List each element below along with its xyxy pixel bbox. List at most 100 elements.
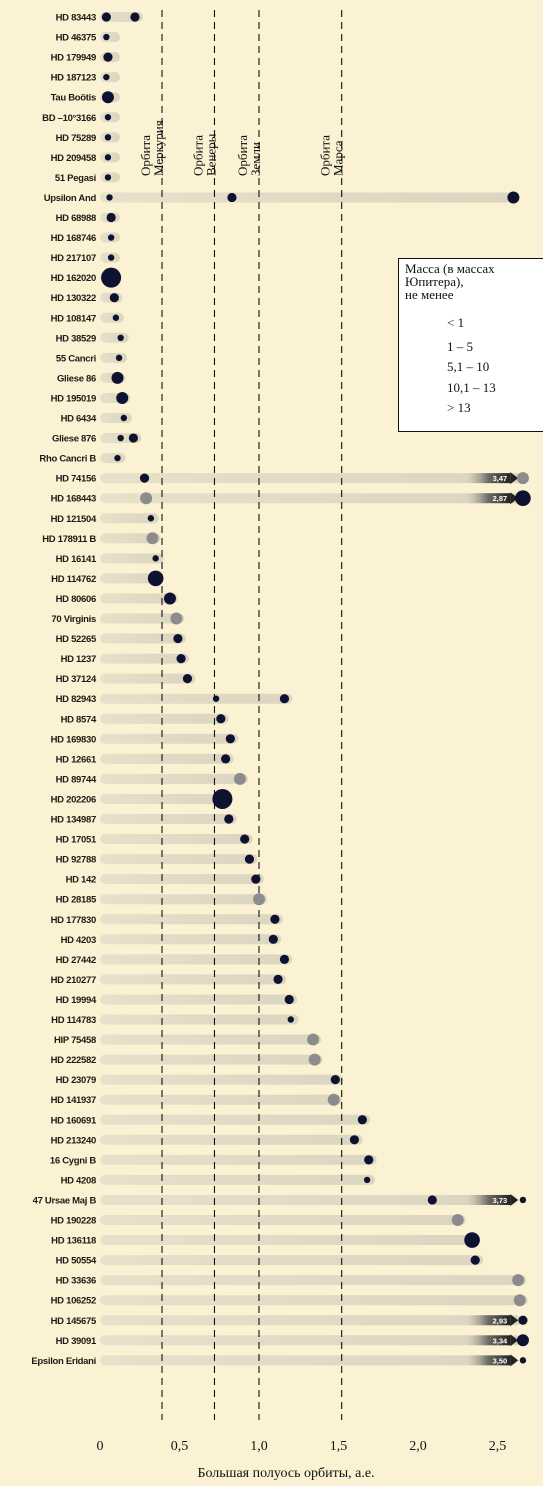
planet-point [363, 1176, 371, 1184]
planet-point [224, 814, 234, 824]
planet-point [103, 33, 110, 41]
star-label: HD 74156 [56, 474, 96, 485]
orbit-band [100, 773, 248, 784]
planet-point [349, 1135, 359, 1145]
planet-point [173, 633, 183, 644]
orbit-band [100, 352, 128, 363]
star-label: HD 213240 [51, 1135, 96, 1146]
star-label: HD 80606 [56, 594, 96, 605]
orbit-band [100, 1174, 376, 1185]
planet-point [216, 714, 226, 724]
orbit-band [100, 753, 234, 764]
star-label: HD 38529 [56, 333, 96, 344]
orbit-band [100, 593, 178, 604]
star-label: HD 169830 [51, 734, 96, 745]
orbit-label-line-2: Венеры [203, 133, 218, 176]
star-label: HD 83443 [56, 13, 96, 24]
x-tick-label: 0 [97, 1439, 104, 1454]
star-label: 47 Ursae Maj B [33, 1195, 97, 1206]
planet-point [128, 433, 138, 443]
planet-point [107, 234, 115, 241]
star-label: HD 39091 [56, 1336, 97, 1347]
orbit-band [100, 1255, 484, 1266]
planet-points [101, 12, 531, 1364]
star-label: HD 160691 [51, 1115, 97, 1126]
x-axis: 0 0,5 1,0 1,5 2,0 2,5 [97, 1439, 507, 1454]
orbit-band [100, 573, 164, 584]
orbit-band [100, 1094, 342, 1105]
star-label: HD 33636 [56, 1276, 96, 1287]
star-label: HD 16141 [56, 554, 97, 565]
orbit-band [100, 1054, 323, 1065]
star-label: HD 142 [66, 875, 96, 886]
continuation-arrow [465, 1335, 511, 1346]
orbit-band [100, 1295, 528, 1306]
orbit-band [100, 1194, 517, 1205]
continuation-arrow [465, 1194, 511, 1205]
planet-point [109, 293, 119, 303]
star-labels: HD 83443 HD 46375 HD 179949 HD 187123 Tau Bo… [31, 13, 97, 1367]
orbit-band [100, 473, 523, 484]
orbit-band [100, 1014, 299, 1025]
orbit-band [100, 312, 124, 323]
planet-point [519, 1357, 527, 1364]
arrow-head [510, 1314, 519, 1327]
planet-point [115, 354, 123, 362]
orbit-label-line-1: Орбита [235, 135, 250, 176]
star-label: HD 50554 [56, 1256, 97, 1267]
star-label: HD 4208 [61, 1175, 96, 1186]
star-label: HD 8574 [61, 714, 97, 725]
star-label: Upsilon And [44, 193, 97, 204]
planet-point [233, 772, 246, 785]
legend: Масса (в массах Юпитера), не менее < 1 1… [398, 258, 543, 432]
star-label: HD 179949 [51, 53, 96, 64]
orbit-band [100, 413, 132, 423]
planet-point [117, 334, 124, 341]
arrow-value-label: 2,87 [493, 494, 508, 503]
orbit-band [100, 533, 161, 544]
planet-point [103, 52, 113, 62]
star-label: HD 46375 [56, 33, 97, 44]
orbit-label-line-1: Орбита [190, 135, 205, 176]
star-label: HD 52265 [56, 634, 97, 645]
star-label: Tau Boötis [51, 93, 96, 104]
continuation-arrow [465, 473, 511, 484]
planet-point [515, 490, 531, 507]
star-label: HD 27442 [56, 955, 96, 966]
star-label: HD 114762 [51, 574, 96, 585]
planet-point [244, 854, 255, 864]
planet-point [507, 191, 520, 204]
planet-point [170, 612, 183, 625]
star-label: HD 82943 [56, 694, 96, 705]
star-label: HD 6434 [61, 414, 97, 425]
arrow-value-label: 3,47 [493, 474, 508, 483]
legend-item-10-13: 10,1 – 13 [447, 380, 496, 395]
planet-point [104, 154, 112, 161]
legend-item-gt-13: > 13 [447, 400, 471, 415]
star-label: Gliese 86 [57, 373, 96, 384]
planet-point [516, 1334, 529, 1347]
planet-point [327, 1093, 340, 1106]
planet-point [104, 134, 112, 141]
planet-point [451, 1214, 464, 1226]
legend-item-lt-1: < 1 [447, 315, 465, 330]
orbit-band [100, 814, 237, 824]
star-label: HD 130322 [51, 293, 96, 304]
planet-point [152, 555, 159, 562]
orbit-band [100, 934, 282, 945]
planet-point [104, 174, 112, 181]
star-label: HD 145675 [51, 1316, 97, 1327]
star-label: HD 108147 [51, 313, 96, 324]
orbit-band [100, 693, 293, 704]
star-label: HD 134987 [51, 815, 96, 826]
orbit-band [100, 954, 293, 965]
star-label: Rho Cancri B [39, 454, 96, 465]
orbit-band [100, 613, 185, 624]
planet-point [513, 1294, 526, 1307]
star-label: HD 177830 [51, 915, 96, 926]
planet-point [427, 1195, 437, 1205]
planet-point [519, 1196, 527, 1204]
